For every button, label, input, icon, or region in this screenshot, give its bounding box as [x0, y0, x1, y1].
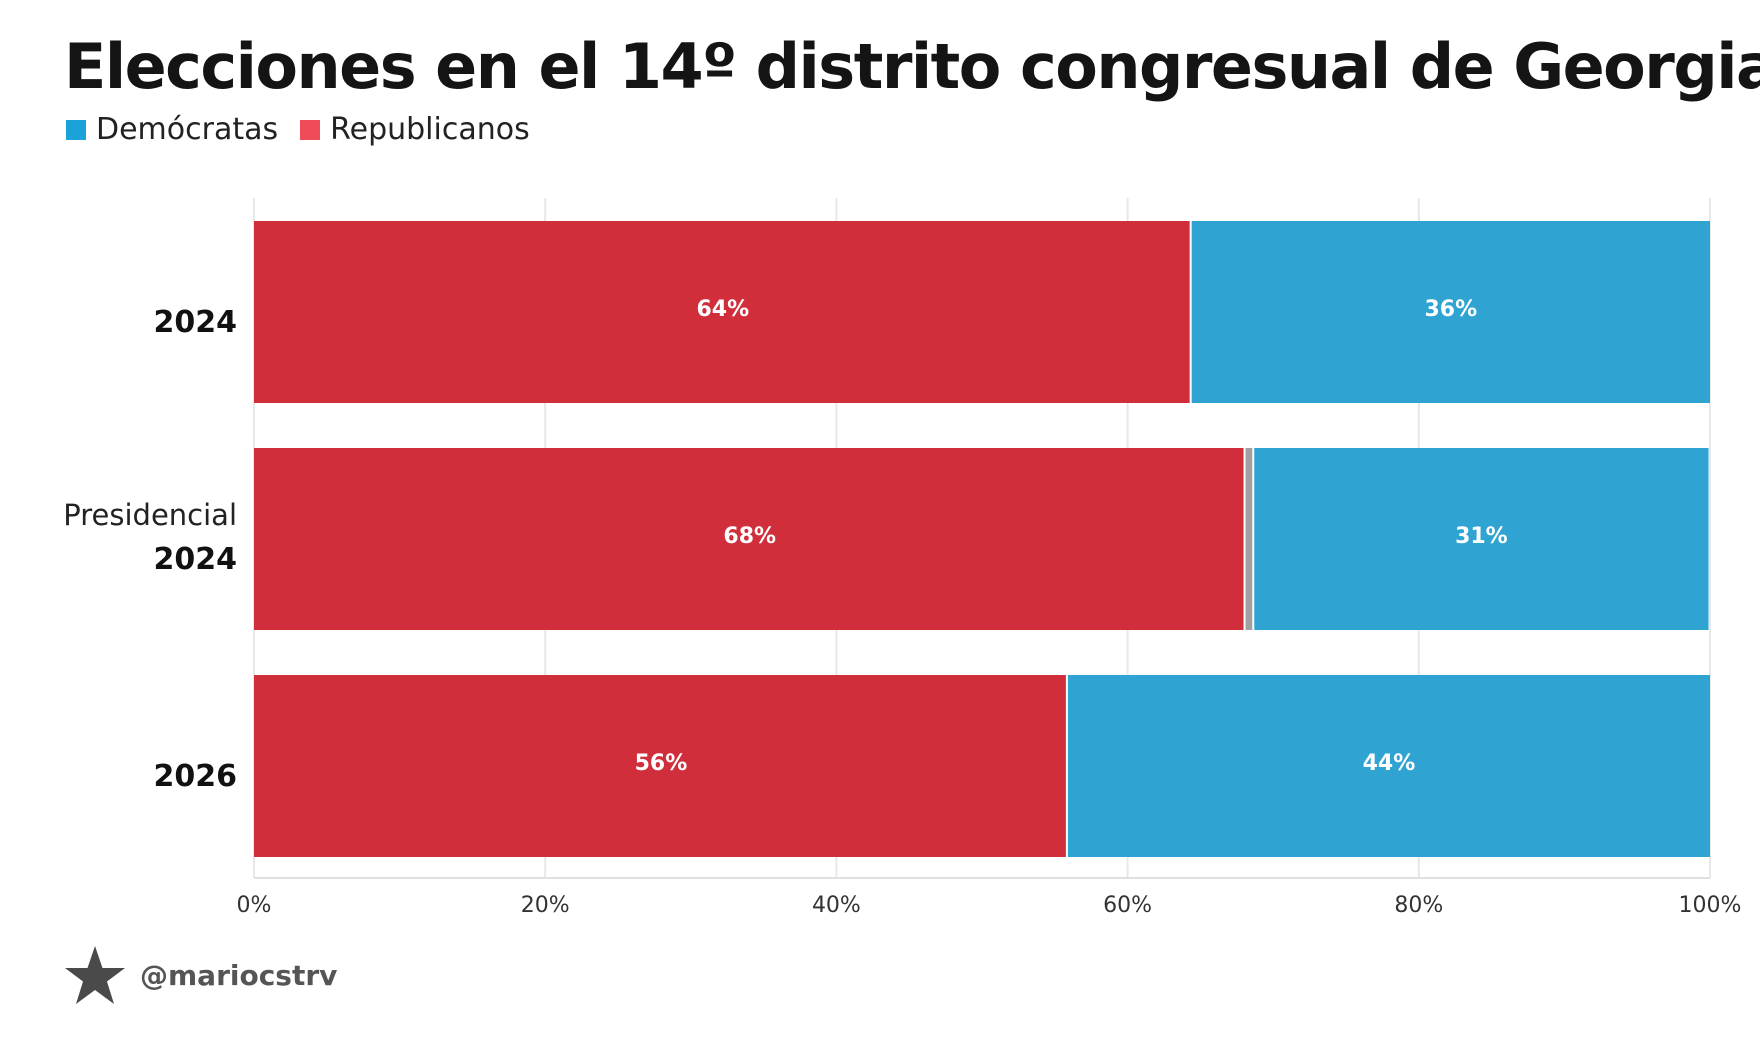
data-label-1-series-0: 68% — [723, 524, 776, 549]
bar-2-series-0 — [254, 675, 1066, 857]
data-label-2-series-2: 44% — [1363, 751, 1416, 776]
legend-label-democrats: Demócratas — [96, 112, 279, 147]
chart-title: Elecciones en el 14º distrito congresual… — [64, 30, 1760, 103]
x-tick-label-0: 0% — [237, 893, 272, 918]
category-label-line2-1: 2024 — [154, 542, 238, 577]
bar-2-series-2 — [1067, 675, 1710, 857]
bar-0-series-2 — [1191, 221, 1710, 403]
bar-1-series-2 — [1254, 448, 1709, 630]
x-tick-label-4: 80% — [1394, 893, 1443, 918]
data-label-2-series-0: 56% — [635, 751, 688, 776]
legend-label-republicans: Republicanos — [330, 112, 530, 147]
bar-1-series-0 — [254, 448, 1244, 630]
bar-0-series-0 — [254, 221, 1190, 403]
data-label-0-series-2: 36% — [1424, 297, 1477, 322]
data-label-0-series-0: 64% — [696, 297, 749, 322]
category-label-0: 2024 — [154, 305, 238, 340]
legend-item-democrats: Demócratas — [66, 112, 278, 147]
footer: @mariocstrv — [62, 944, 337, 1006]
bar-chart: 0% 20% 40% 60% 80% 100% 64% 36% 2024 68% 31% Presid… — [63, 198, 1742, 918]
legend-swatch-republicans — [300, 119, 321, 140]
x-tick-label-1: 20% — [521, 893, 570, 918]
category-label-2: 2026 — [154, 759, 238, 794]
legend-swatch-democrats — [66, 119, 86, 140]
bar-1-series-1 — [1245, 448, 1253, 630]
legend: Demócratas Republicanos — [66, 112, 552, 147]
x-tick-label-5: 100% — [1679, 893, 1742, 918]
x-tick-label-2: 40% — [812, 893, 861, 918]
author-handle: @mariocstrv — [140, 958, 338, 992]
data-label-1-series-2: 31% — [1455, 524, 1508, 549]
category-label-line1-1: Presidencial — [63, 498, 237, 532]
x-tick-label-3: 60% — [1103, 893, 1152, 918]
legend-item-republicans: Republicanos — [300, 112, 530, 147]
star-logo-icon — [65, 946, 125, 1004]
